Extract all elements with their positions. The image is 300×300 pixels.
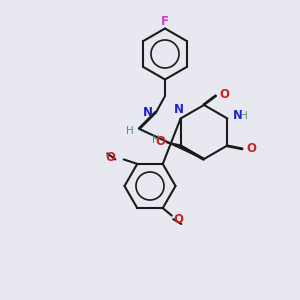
Text: H: H bbox=[126, 125, 134, 136]
Text: N: N bbox=[233, 109, 243, 122]
Text: O: O bbox=[246, 142, 256, 155]
Text: N: N bbox=[142, 106, 152, 119]
Text: H: H bbox=[240, 110, 248, 121]
Text: O: O bbox=[220, 88, 230, 101]
Text: O: O bbox=[155, 134, 165, 148]
Text: O: O bbox=[105, 152, 115, 164]
Text: O: O bbox=[173, 213, 183, 226]
Text: F: F bbox=[161, 14, 169, 28]
Text: H: H bbox=[152, 135, 160, 145]
Text: N: N bbox=[174, 103, 184, 116]
